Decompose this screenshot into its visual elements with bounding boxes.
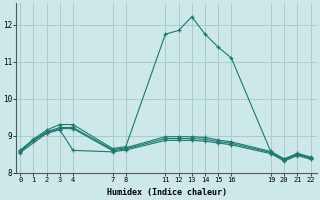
X-axis label: Humidex (Indice chaleur): Humidex (Indice chaleur) xyxy=(107,188,227,197)
